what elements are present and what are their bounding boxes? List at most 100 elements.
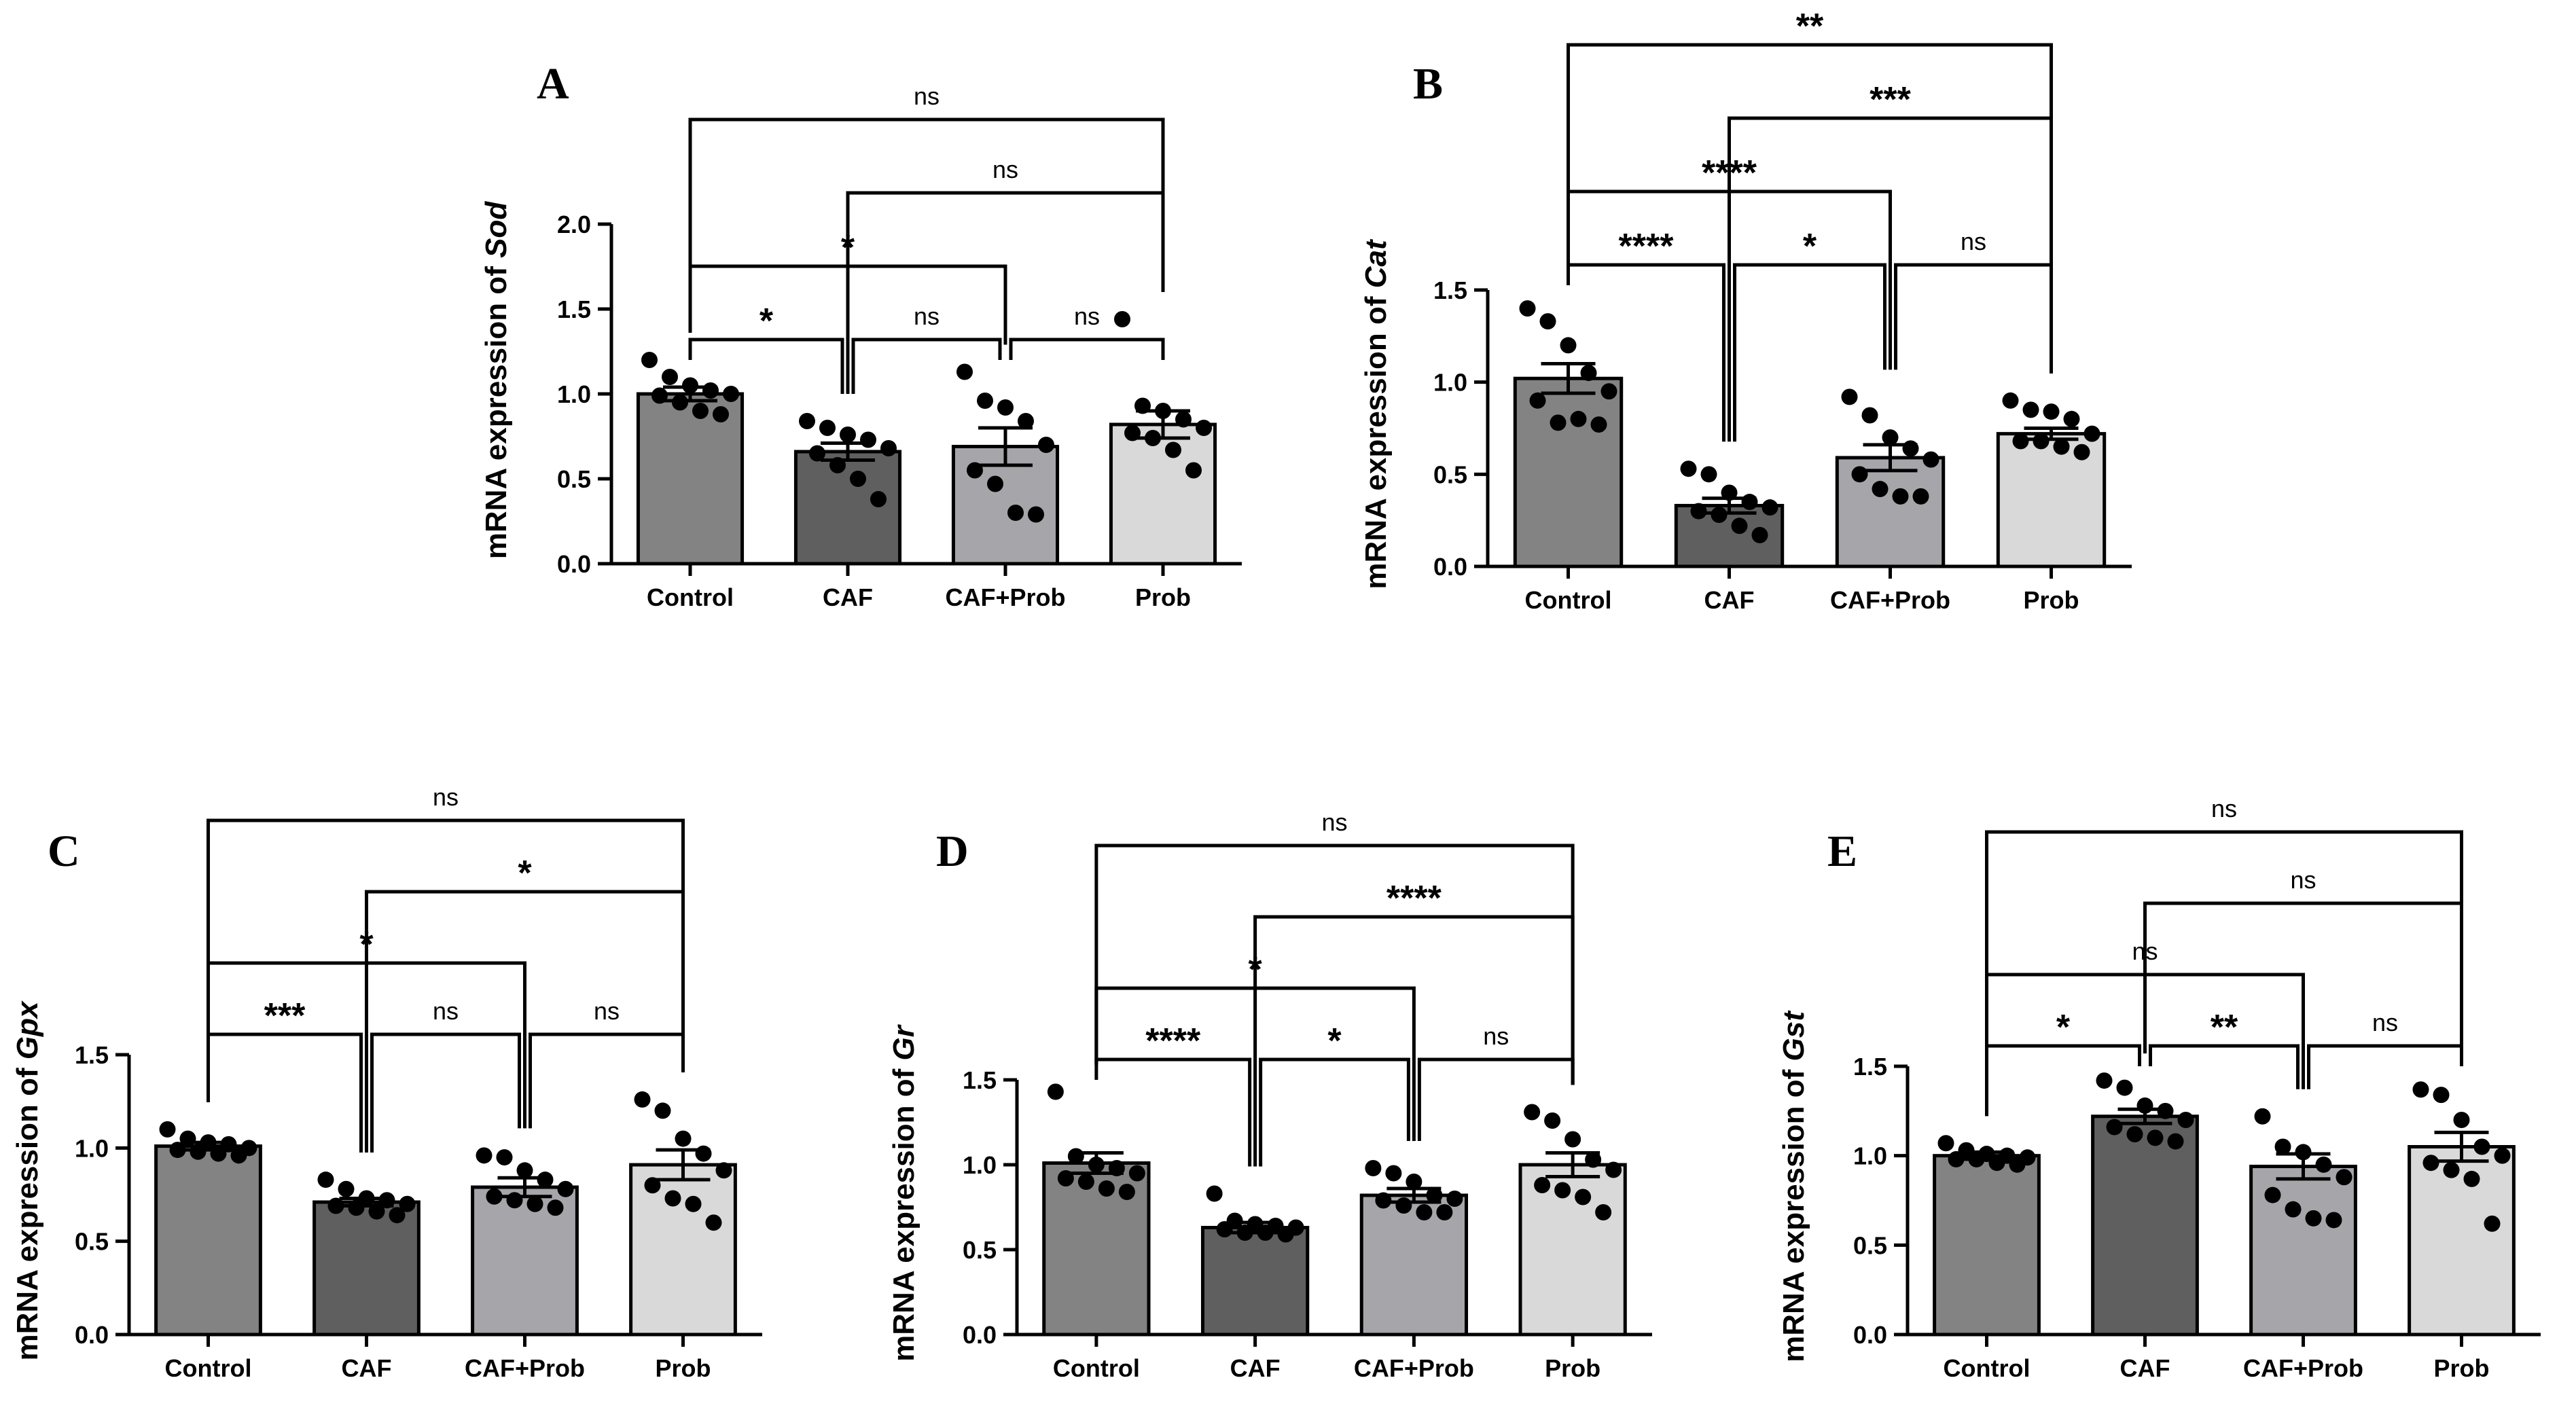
- data-point: [987, 475, 1003, 492]
- significance-bracket: ns: [1894, 228, 2053, 374]
- x-tick-label: CAF+Prob: [2243, 1354, 2363, 1382]
- data-point: [819, 420, 836, 436]
- x-tick-label: Control: [647, 583, 734, 611]
- data-point: [2412, 1081, 2429, 1098]
- data-point: [1416, 1204, 1433, 1220]
- y-tick-label: 0.5: [1433, 460, 1467, 488]
- data-point: [997, 399, 1014, 416]
- x-tick-label: CAF: [823, 583, 873, 611]
- data-point: [348, 1199, 365, 1216]
- panel-letter: C: [48, 827, 80, 876]
- y-tick-label: 1.5: [963, 1066, 997, 1094]
- bar-caf: [312, 1200, 421, 1337]
- data-point: [682, 377, 698, 394]
- data-point: [2083, 425, 2100, 442]
- significance-bracket: ns: [207, 783, 685, 1102]
- panel-letter: B: [1413, 59, 1443, 109]
- data-point: [526, 1195, 543, 1212]
- significance-bracket: *: [1733, 227, 1886, 442]
- bracket-line: [851, 338, 1002, 394]
- bar-caf: [1200, 1226, 1310, 1337]
- significance-label: ****: [1145, 1021, 1201, 1061]
- x-tick-label: CAF+Prob: [1830, 586, 1950, 614]
- significance-bracket: *: [1985, 1008, 2141, 1117]
- data-point: [1605, 1161, 1622, 1178]
- bar-control: [154, 1144, 262, 1337]
- data-point: [1560, 337, 1577, 354]
- y-tick-label: 1.0: [1853, 1142, 1887, 1170]
- data-point: [2157, 1102, 2174, 1119]
- error-bar: [1541, 362, 1596, 395]
- data-point: [1128, 1165, 1145, 1182]
- bar-prob: [1518, 1163, 1627, 1337]
- data-point: [2073, 443, 2090, 460]
- y-axis-title-prefix: mRNA expression of: [1359, 288, 1393, 589]
- y-tick-label: 1.5: [1433, 276, 1467, 304]
- significance-bracket: *: [688, 302, 844, 394]
- significance-bracket: ns: [2307, 1009, 2463, 1089]
- data-point: [1872, 481, 1889, 498]
- data-point: [389, 1207, 406, 1224]
- significance-bracket: *: [1259, 1021, 1410, 1167]
- data-point: [2285, 1201, 2302, 1218]
- significance-label: ns: [2290, 866, 2316, 894]
- significance-bracket: ns: [370, 997, 521, 1153]
- significance-bracket: ns: [1094, 808, 1575, 1085]
- data-point: [486, 1188, 503, 1205]
- y-axis-title: mRNA expression of Sod: [480, 201, 513, 560]
- data-point: [2433, 1087, 2450, 1104]
- data-point: [860, 431, 876, 448]
- data-point: [2274, 1138, 2291, 1155]
- bracket-line: [370, 1032, 521, 1153]
- y-axis-title-gene: Sod: [480, 201, 513, 258]
- data-point: [378, 1192, 395, 1209]
- data-point: [557, 1180, 574, 1197]
- data-point: [695, 1145, 712, 1162]
- y-axis-title-prefix: mRNA expression of: [1777, 1062, 1810, 1362]
- data-point: [850, 471, 866, 487]
- x-tick-label: Control: [1525, 586, 1612, 614]
- bar-prob: [2408, 1145, 2516, 1337]
- bracket-line: [2149, 1044, 2300, 1089]
- y-tick-label: 0.0: [1853, 1321, 1887, 1349]
- data-point: [327, 1197, 344, 1214]
- data-point: [1175, 411, 1192, 428]
- x-tick-label: CAF+Prob: [945, 583, 1065, 611]
- bracket-line: [1009, 338, 1165, 360]
- data-point: [516, 1162, 533, 1179]
- data-point: [1057, 1170, 1074, 1186]
- panel-letter: D: [936, 827, 969, 876]
- data-point: [537, 1172, 554, 1189]
- data-point: [1550, 414, 1567, 431]
- data-point: [1118, 1184, 1135, 1200]
- data-point: [967, 462, 983, 479]
- significance-label: ***: [1870, 80, 1911, 120]
- y-axis-title-prefix: mRNA expression of: [887, 1061, 920, 1362]
- data-point: [1534, 1177, 1551, 1193]
- y-tick-label: 2.0: [557, 211, 591, 238]
- y-axis-title-gene: Gpx: [11, 1000, 44, 1059]
- data-point: [870, 491, 887, 507]
- data-point: [1406, 1174, 1423, 1190]
- data-point: [2264, 1186, 2281, 1203]
- data-point: [1446, 1191, 1463, 1207]
- data-point: [230, 1147, 247, 1164]
- data-point: [1098, 1180, 1115, 1197]
- significance-label: *: [759, 302, 774, 341]
- y-tick-label: 0.5: [557, 465, 591, 493]
- y-tick-label: 0.5: [75, 1228, 109, 1256]
- data-point: [2147, 1129, 2164, 1146]
- significance-bracket: ns: [851, 302, 1002, 394]
- data-point: [1185, 462, 1202, 479]
- data-point: [644, 1177, 661, 1194]
- data-point: [1595, 1204, 1612, 1220]
- data-point: [2033, 433, 2050, 450]
- data-point: [2043, 403, 2060, 420]
- data-point: [1585, 1151, 1602, 1168]
- data-point: [1711, 507, 1728, 524]
- significance-label: **: [2211, 1008, 2238, 1047]
- significance-label: *: [1803, 227, 1817, 266]
- bar-caf: [793, 450, 902, 566]
- data-point: [1968, 1150, 1985, 1167]
